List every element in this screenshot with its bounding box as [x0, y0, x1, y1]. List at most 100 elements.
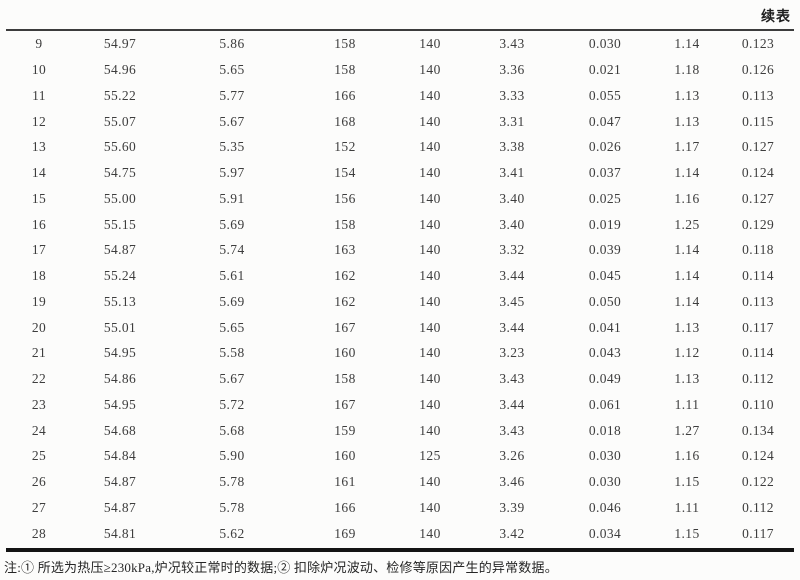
table-cell: 169: [334, 526, 356, 542]
table-cell: 55.13: [103, 293, 137, 309]
table-cell: 1.27: [674, 422, 700, 438]
table-cell: 54.75: [103, 165, 137, 181]
table-cell: 159: [334, 422, 356, 438]
table-cell: 54.96: [103, 62, 137, 78]
table-row: 18 55.24 5.61 162 140 3.44 0.045 1.14 0.114: [6, 263, 794, 289]
table-cell: 140: [419, 526, 441, 542]
row-number-cell: 26: [31, 474, 47, 490]
table-cell: 3.39: [499, 499, 525, 515]
row-number-cell: 15: [31, 190, 47, 206]
table-cell: 0.045: [588, 268, 622, 284]
table-cell: 55.15: [103, 216, 137, 232]
table-cell: 163: [334, 242, 356, 258]
table-cell: 0.115: [742, 113, 774, 129]
table-cell: 140: [419, 139, 441, 155]
table-cell: 167: [334, 396, 356, 412]
table-cell: 0.134: [741, 422, 775, 438]
table-cell: 156: [334, 190, 356, 206]
table-cell: 3.33: [499, 87, 525, 103]
table-cell: 0.112: [742, 371, 774, 387]
table-cell: 1.11: [674, 396, 700, 412]
table-cell: 1.14: [674, 293, 700, 309]
row-number-cell: 9: [35, 36, 43, 52]
table-cell: 0.118: [742, 242, 774, 258]
table-cell: 0.050: [588, 293, 622, 309]
table-cell: 5.72: [219, 396, 245, 412]
row-number-cell: 24: [31, 422, 47, 438]
table-cell: 5.67: [219, 113, 245, 129]
table-cell: 5.69: [219, 293, 245, 309]
table-cell: 54.81: [103, 526, 137, 542]
table-cell: 140: [419, 319, 441, 335]
table-cell: 140: [419, 113, 441, 129]
table-cell: 158: [334, 371, 356, 387]
table-cell: 1.13: [674, 371, 700, 387]
table-cell: 0.043: [588, 345, 622, 361]
row-number-cell: 22: [31, 371, 47, 387]
table-cell: 1.13: [674, 319, 700, 335]
table-cell: 160: [334, 448, 356, 464]
table-cell: 140: [419, 293, 441, 309]
continued-table-label: 续表: [761, 10, 791, 25]
table-cell: 140: [419, 216, 441, 232]
table-cell: 162: [334, 268, 356, 284]
table-row: 23 54.95 5.72 167 140 3.44 0.061 1.11 0.110: [6, 392, 794, 418]
table-cell: 1.14: [674, 36, 700, 52]
table-cell: 0.112: [742, 499, 774, 515]
row-number-cell: 18: [31, 268, 47, 284]
table-cell: 5.74: [219, 242, 245, 258]
table-cell: 0.046: [588, 499, 622, 515]
table-cell: 3.40: [499, 190, 525, 206]
table-footnote: 注:① 所选为热压≥230kPa,炉况较正常时的数据;② 扣除炉况波动、检修等原…: [4, 560, 558, 575]
table-cell: 0.039: [588, 242, 622, 258]
table-cell: 3.26: [499, 448, 525, 464]
table-cell: 140: [419, 165, 441, 181]
table-cell: 0.113: [742, 87, 774, 103]
table-cell: 1.13: [674, 113, 700, 129]
table-cell: 54.95: [103, 345, 137, 361]
table-cell: 1.15: [674, 526, 700, 542]
row-number-cell: 11: [32, 87, 46, 103]
table-row: 26 54.87 5.78 161 140 3.46 0.030 1.15 0.122: [6, 469, 794, 495]
table-cell: 1.25: [674, 216, 700, 232]
row-number-cell: 27: [31, 499, 47, 515]
table-cell: 54.84: [103, 448, 137, 464]
table-cell: 55.07: [103, 113, 137, 129]
row-number-cell: 13: [31, 139, 47, 155]
table-cell: 1.14: [674, 165, 700, 181]
table-cell: 55.22: [103, 87, 137, 103]
table-cell: 54.86: [103, 371, 137, 387]
table-row: 16 55.15 5.69 158 140 3.40 0.019 1.25 0.129: [6, 212, 794, 238]
table-body: 9 54.97 5.86 158 140 3.43 0.030 1.14 0.123 10 54.9…: [6, 30, 794, 550]
table-cell: 152: [334, 139, 356, 155]
table-cell: 5.97: [219, 165, 245, 181]
table-row: 11 55.22 5.77 166 140 3.33 0.055 1.13 0.113: [6, 83, 794, 109]
table-cell: 3.44: [499, 268, 525, 284]
table-cell: 140: [419, 474, 441, 490]
table-cell: 5.61: [219, 268, 245, 284]
table-row: 21 54.95 5.58 160 140 3.23 0.043 1.12 0.114: [6, 341, 794, 367]
table-cell: 158: [334, 36, 356, 52]
table-row: 12 55.07 5.67 168 140 3.31 0.047 1.13 0.115: [6, 109, 794, 135]
table-cell: 5.65: [219, 319, 245, 335]
table-cell: 5.77: [219, 87, 245, 103]
table-cell: 1.17: [674, 139, 700, 155]
table-cell: 140: [419, 345, 441, 361]
row-number-cell: 10: [31, 62, 47, 78]
row-number-cell: 25: [31, 448, 47, 464]
table-cell: 5.91: [219, 190, 245, 206]
row-number-cell: 16: [31, 216, 47, 232]
table-cell: 140: [419, 87, 441, 103]
table-cell: 5.65: [219, 62, 245, 78]
table-cell: 5.86: [219, 36, 245, 52]
table-cell: 3.44: [499, 319, 525, 335]
table-cell: 160: [334, 345, 356, 361]
table-cell: 0.021: [588, 62, 622, 78]
table-cell: 54.95: [103, 396, 137, 412]
table-cell: 140: [419, 499, 441, 515]
table-cell: 1.16: [674, 190, 700, 206]
table-cell: 0.127: [741, 190, 775, 206]
table-row: 17 54.87 5.74 163 140 3.32 0.039 1.14 0.118: [6, 238, 794, 264]
table-cell: 3.43: [499, 36, 525, 52]
table-cell: 1.18: [674, 62, 700, 78]
